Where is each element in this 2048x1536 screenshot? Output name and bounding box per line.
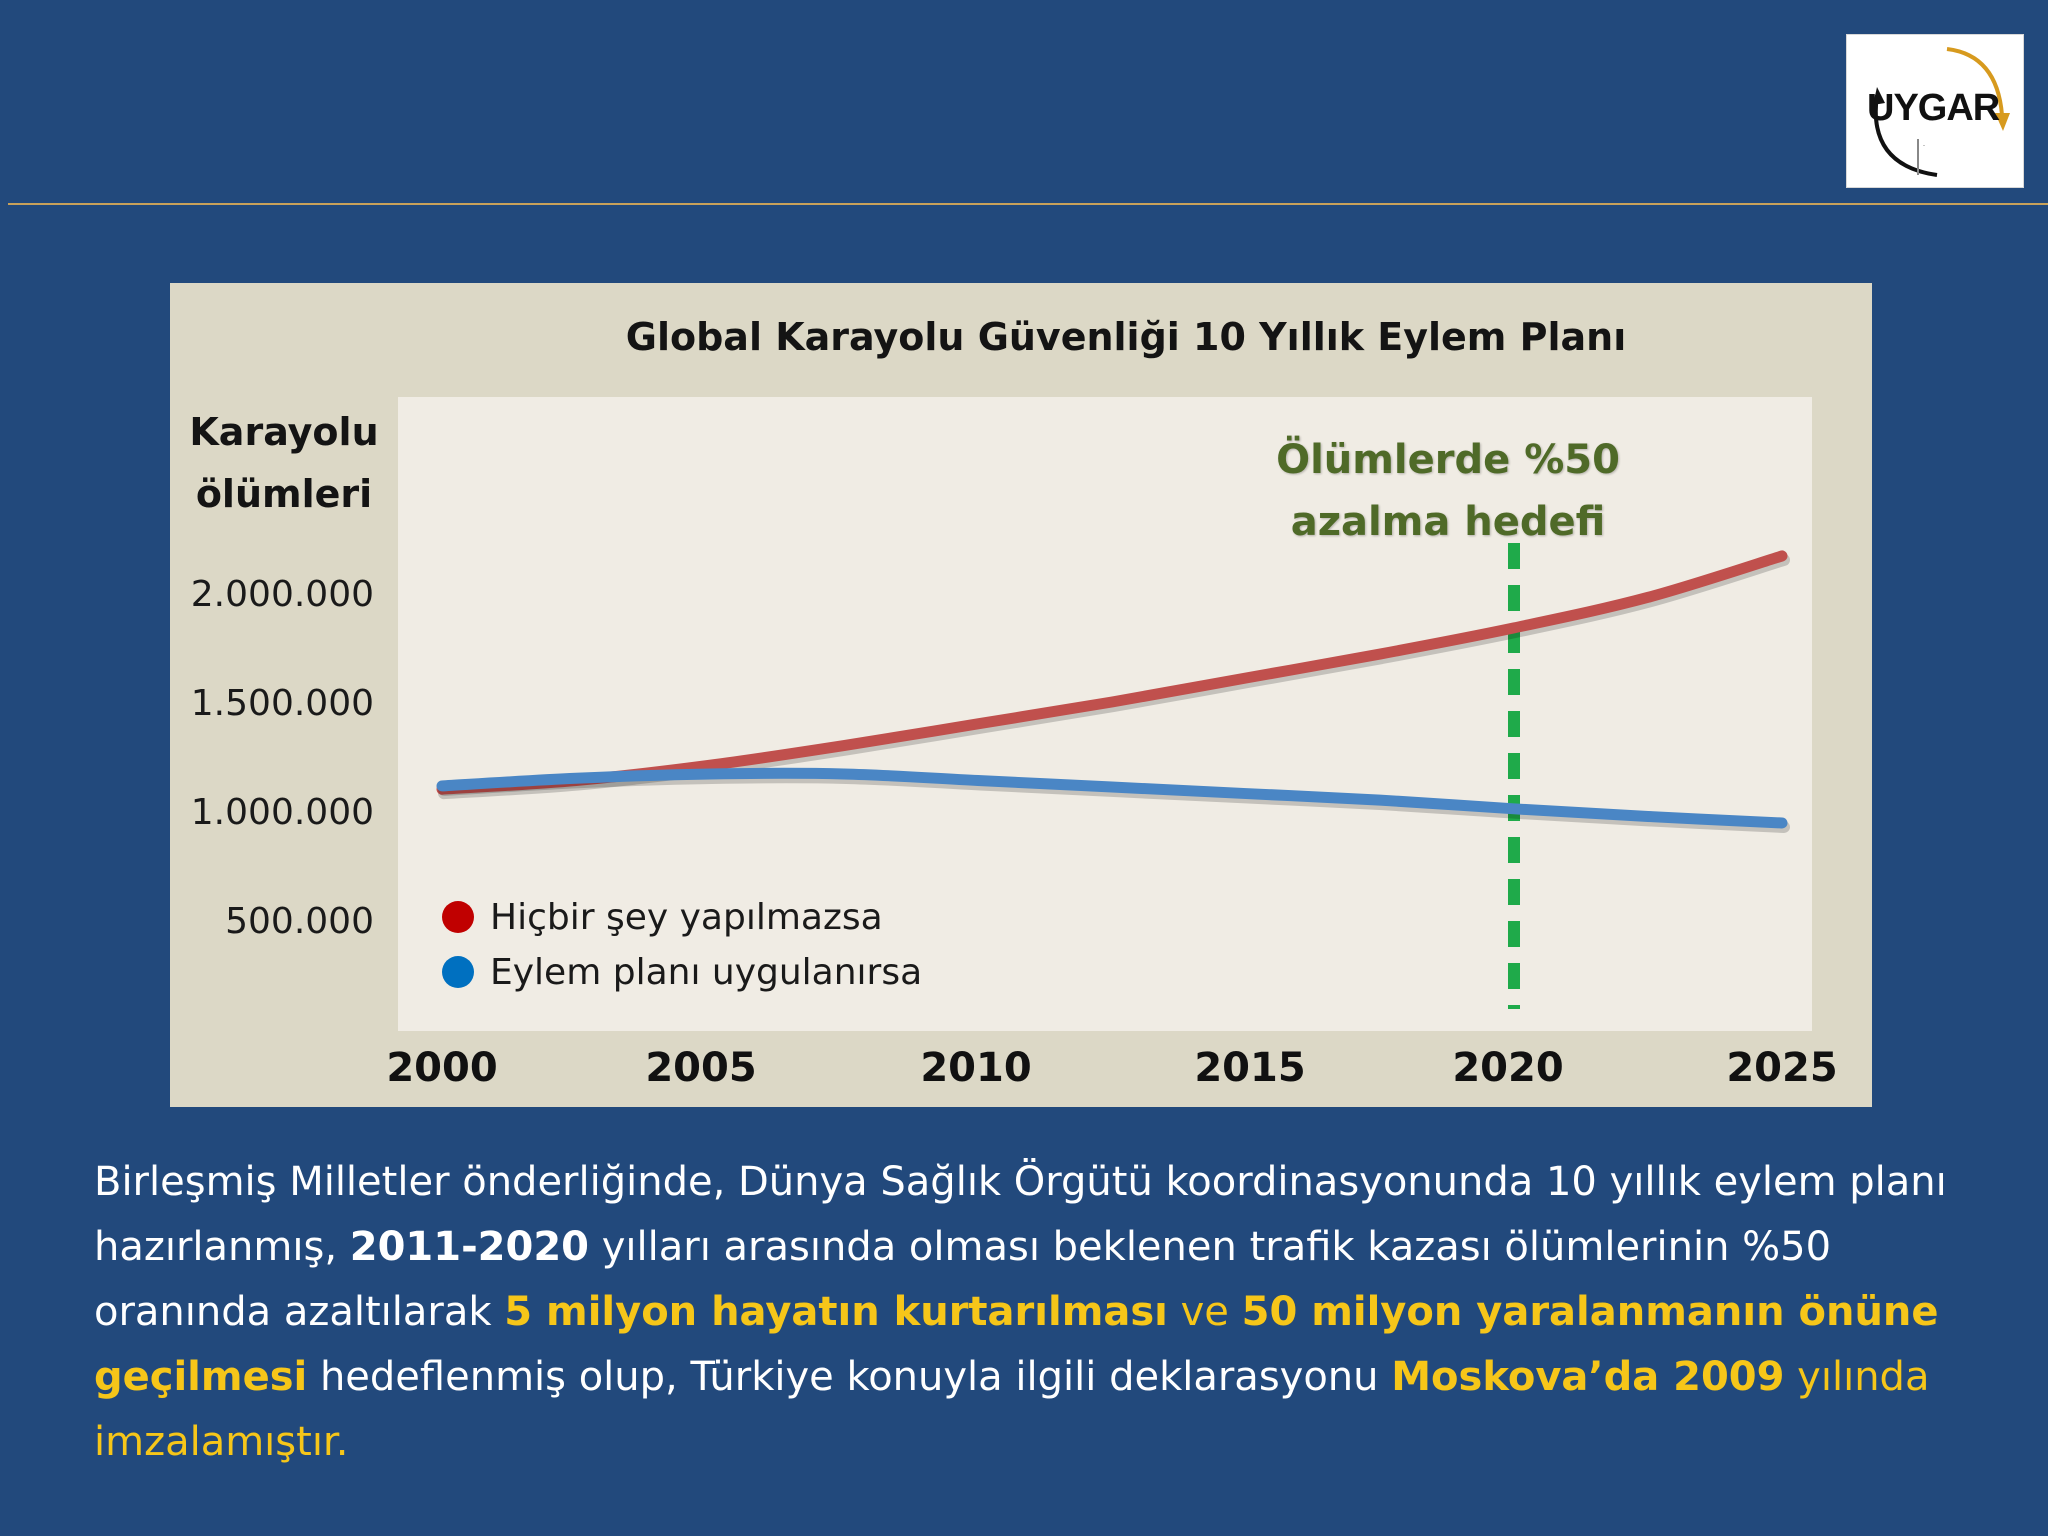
- x-tick-label: 2005: [645, 1045, 756, 1091]
- x-tick-label: 2010: [920, 1045, 1031, 1091]
- y-tick-label: 500.000: [225, 901, 374, 942]
- caption-text: yılları arasında olması beklenen trafik …: [94, 1224, 1832, 1335]
- y-axis-label-line: ölümleri: [195, 472, 373, 516]
- x-tick-label: 2025: [1726, 1045, 1837, 1091]
- target-annotation: Ölümlerde %50 azalma hedefi: [1248, 429, 1648, 553]
- caption-paragraph: Birleşmiş Milletler önderliğinde, Dünya …: [94, 1150, 1994, 1475]
- series-line-action-plan: [436, 767, 1788, 829]
- x-tick-label: 2015: [1194, 1045, 1305, 1091]
- caption-bold-years: 2011-2020: [349, 1224, 590, 1270]
- legend-label: Hiçbir şey yapılmazsa: [490, 896, 883, 938]
- caption-highlight: Moskova’da 2009: [1391, 1354, 1785, 1400]
- y-tick-label: 1.000.000: [191, 792, 374, 833]
- legend-label: Eylem planı uygulanırsa: [490, 951, 923, 993]
- plot-area: [398, 397, 1812, 1031]
- svg-text:-: -: [1923, 143, 1925, 149]
- legend-marker-red: [442, 901, 474, 933]
- header-divider: [8, 203, 2048, 205]
- y-axis-label-line: Karayolu: [189, 410, 379, 454]
- legend-item-no-action: Hiçbir şey yapılmazsa: [442, 895, 883, 939]
- line-chart: 500.000 1.000.000 1.500.000 2.000.000 2000 2…: [191, 397, 1838, 1091]
- caption-highlight-plain: ve: [1167, 1289, 1242, 1335]
- caption-text: Birleşmiş Milletler önderliğinde, Dünya …: [94, 1159, 1947, 1270]
- x-tick-label: 2020: [1452, 1045, 1563, 1091]
- caption-highlight-plain: yılında imzalamıştır.: [94, 1354, 1930, 1465]
- y-axis-label: Karayolu ölümleri: [178, 401, 390, 525]
- chart-panel: 500.000 1.000.000 1.500.000 2.000.000 2000 2…: [170, 283, 1872, 1107]
- chart-title: Global Karayolu Güvenliği 10 Yıllık Eyle…: [625, 315, 1627, 359]
- logo-wordmark: UYGAR: [1867, 87, 2000, 129]
- caption-highlight: 5 milyon hayatın kurtarılması: [504, 1289, 1168, 1335]
- y-tick-label: 2.000.000: [191, 574, 374, 615]
- x-tick-label: 2000: [386, 1045, 497, 1091]
- y-tick-label: 1.500.000: [191, 683, 374, 724]
- legend-item-action-plan: Eylem planı uygulanırsa: [442, 950, 922, 994]
- logo-arrow-icon: -: [1873, 47, 2010, 177]
- legend-marker-blue: [442, 956, 474, 988]
- annotation-line: Ölümlerde %50: [1276, 437, 1620, 483]
- uygar-logo: - UYGAR: [1846, 34, 2024, 188]
- annotation-line: azalma hedefi: [1290, 499, 1606, 545]
- caption-highlight: 50 milyon yaralanmanın önüne geçilmesi: [94, 1289, 1939, 1400]
- caption-text: hedeflenmiş olup, Türkiye konuyla ilgili…: [307, 1354, 1392, 1400]
